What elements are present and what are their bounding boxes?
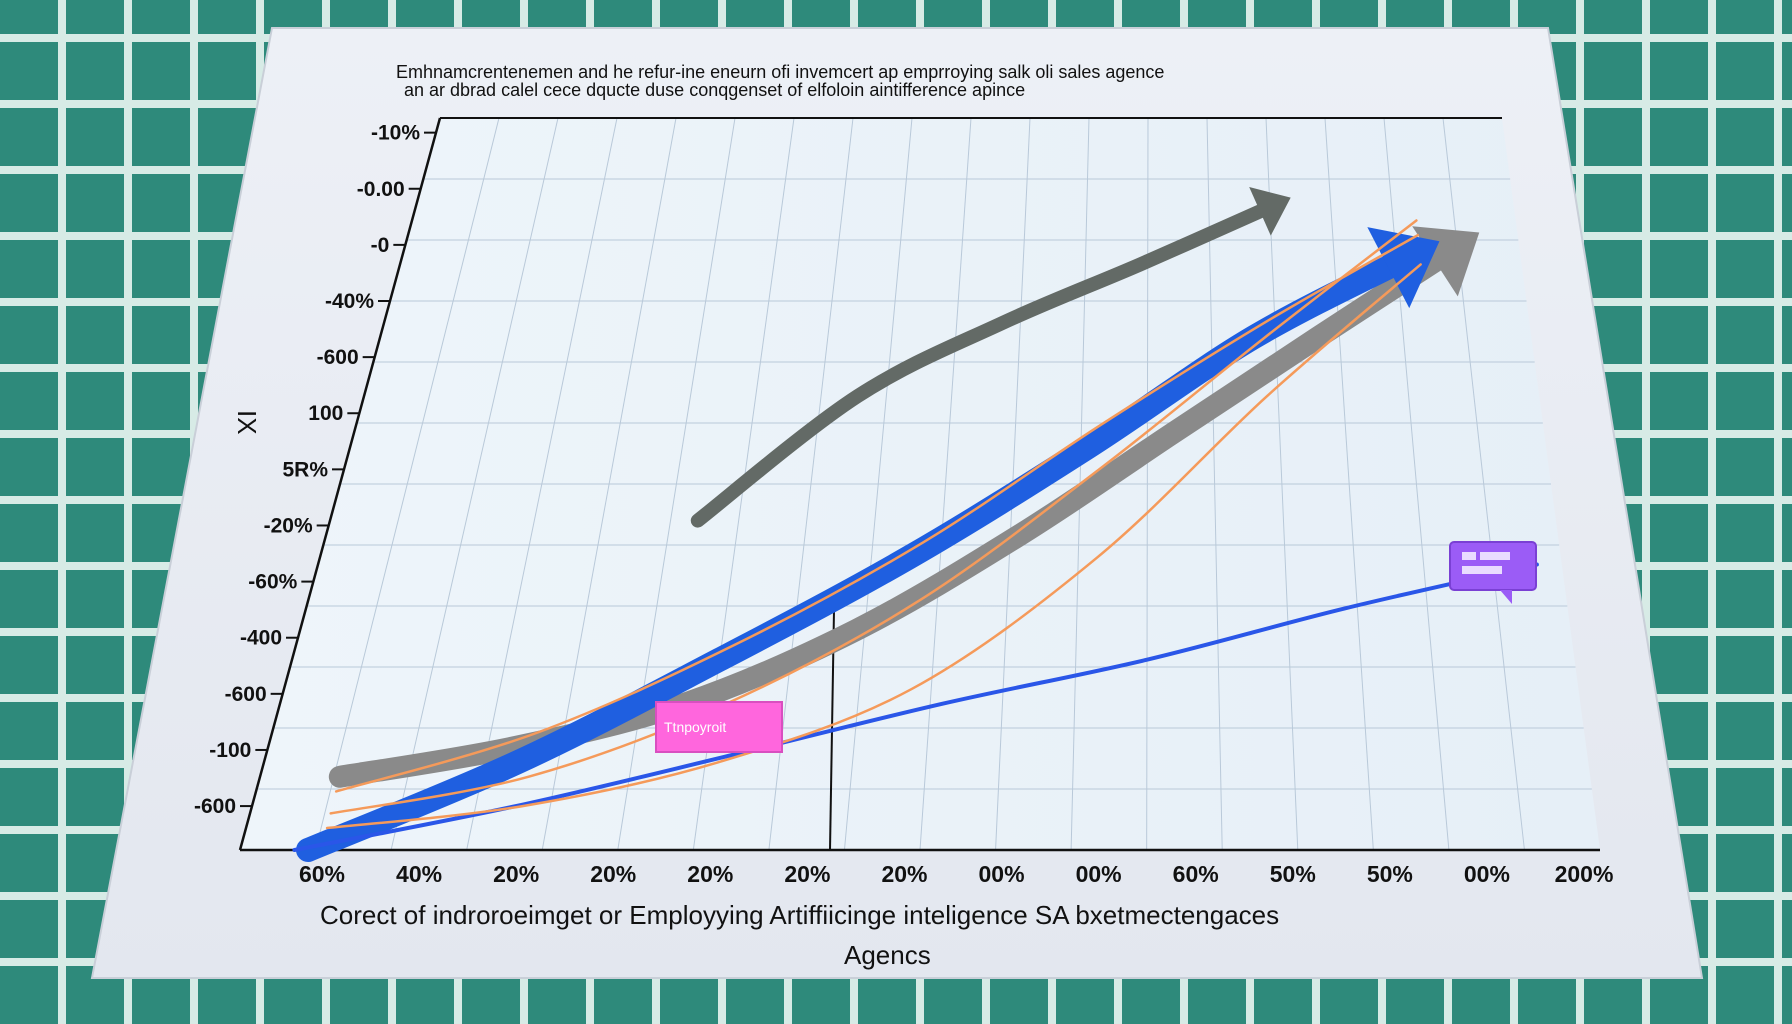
y-tick-label: -0.00 [357, 178, 405, 201]
x-tick-label: 50% [1367, 861, 1413, 887]
y-tick-label: -0 [371, 234, 390, 257]
chart-title-line-2: an ar dbrad calel cece dqucte duse conqg… [404, 80, 1025, 100]
y-tick-label: -40% [325, 290, 374, 313]
x-tick-label: 00% [1464, 861, 1510, 887]
x-tick-label: 60% [299, 861, 345, 887]
annotation-tag-pink: Ttnpoyroit [655, 701, 783, 753]
x-tick-label: 20% [881, 861, 927, 887]
series-orange-line-3 [325, 263, 1422, 830]
y-tick-label: -100 [209, 739, 251, 762]
series-blue-band-arrowhead [1367, 227, 1440, 309]
y-tick-label: -400 [240, 627, 282, 650]
y-tick-label: -20% [264, 514, 313, 537]
x-tick-label: 50% [1270, 861, 1316, 887]
y-tick-label: 5R% [282, 458, 328, 481]
x-tick-label: 20% [590, 861, 636, 887]
series-dark-band-arrowhead [1249, 186, 1291, 236]
series-orange-line-1 [334, 233, 1420, 793]
x-tick-label: 40% [396, 861, 442, 887]
chart-title-line-1: Emhnamcrentenemen and he refur-ine eneur… [396, 62, 1164, 82]
series-blue-band [296, 245, 1421, 862]
x-tick-label: 20% [493, 861, 539, 887]
annotation-tag-pink-label: Ttnpoyroit [664, 719, 726, 735]
series-layer [292, 186, 1539, 862]
x-axis-title-line-1: Corect of indroroeimget or Employying Ar… [320, 900, 1279, 930]
y-ticks: -10% -0.00 -0 -40% -600 100 5R% -20% -60% -400 -60… [194, 122, 436, 818]
series-orange-line-2 [329, 219, 1418, 815]
y-tick-label: -10% [371, 122, 420, 145]
x-tick-label: 60% [1173, 861, 1219, 887]
x-tick-label: 20% [687, 861, 733, 887]
x-ticks: 60% 40% 20% 20% 20% 20% 20% 00% 00% 60% 50% 50% 00% 2… [299, 861, 1613, 887]
y-tick-label: -600 [194, 795, 236, 818]
x-tick-label: 20% [784, 861, 830, 887]
annotation-tag-purple [1449, 541, 1537, 604]
x-axis-title-line-2: Agencs [844, 940, 931, 970]
y-tick-label: 100 [308, 402, 343, 425]
series-dark-band [690, 198, 1280, 528]
y-tick-label: -600 [317, 346, 359, 369]
y-axis-title: IX [232, 410, 262, 435]
y-tick-label: -60% [248, 571, 297, 594]
x-tick-label: 00% [979, 861, 1025, 887]
y-axis-line [238, 117, 442, 851]
x-tick-label: 00% [1076, 861, 1122, 887]
y-tick-label: -600 [225, 683, 267, 706]
x-tick-label: 200% [1555, 861, 1614, 887]
